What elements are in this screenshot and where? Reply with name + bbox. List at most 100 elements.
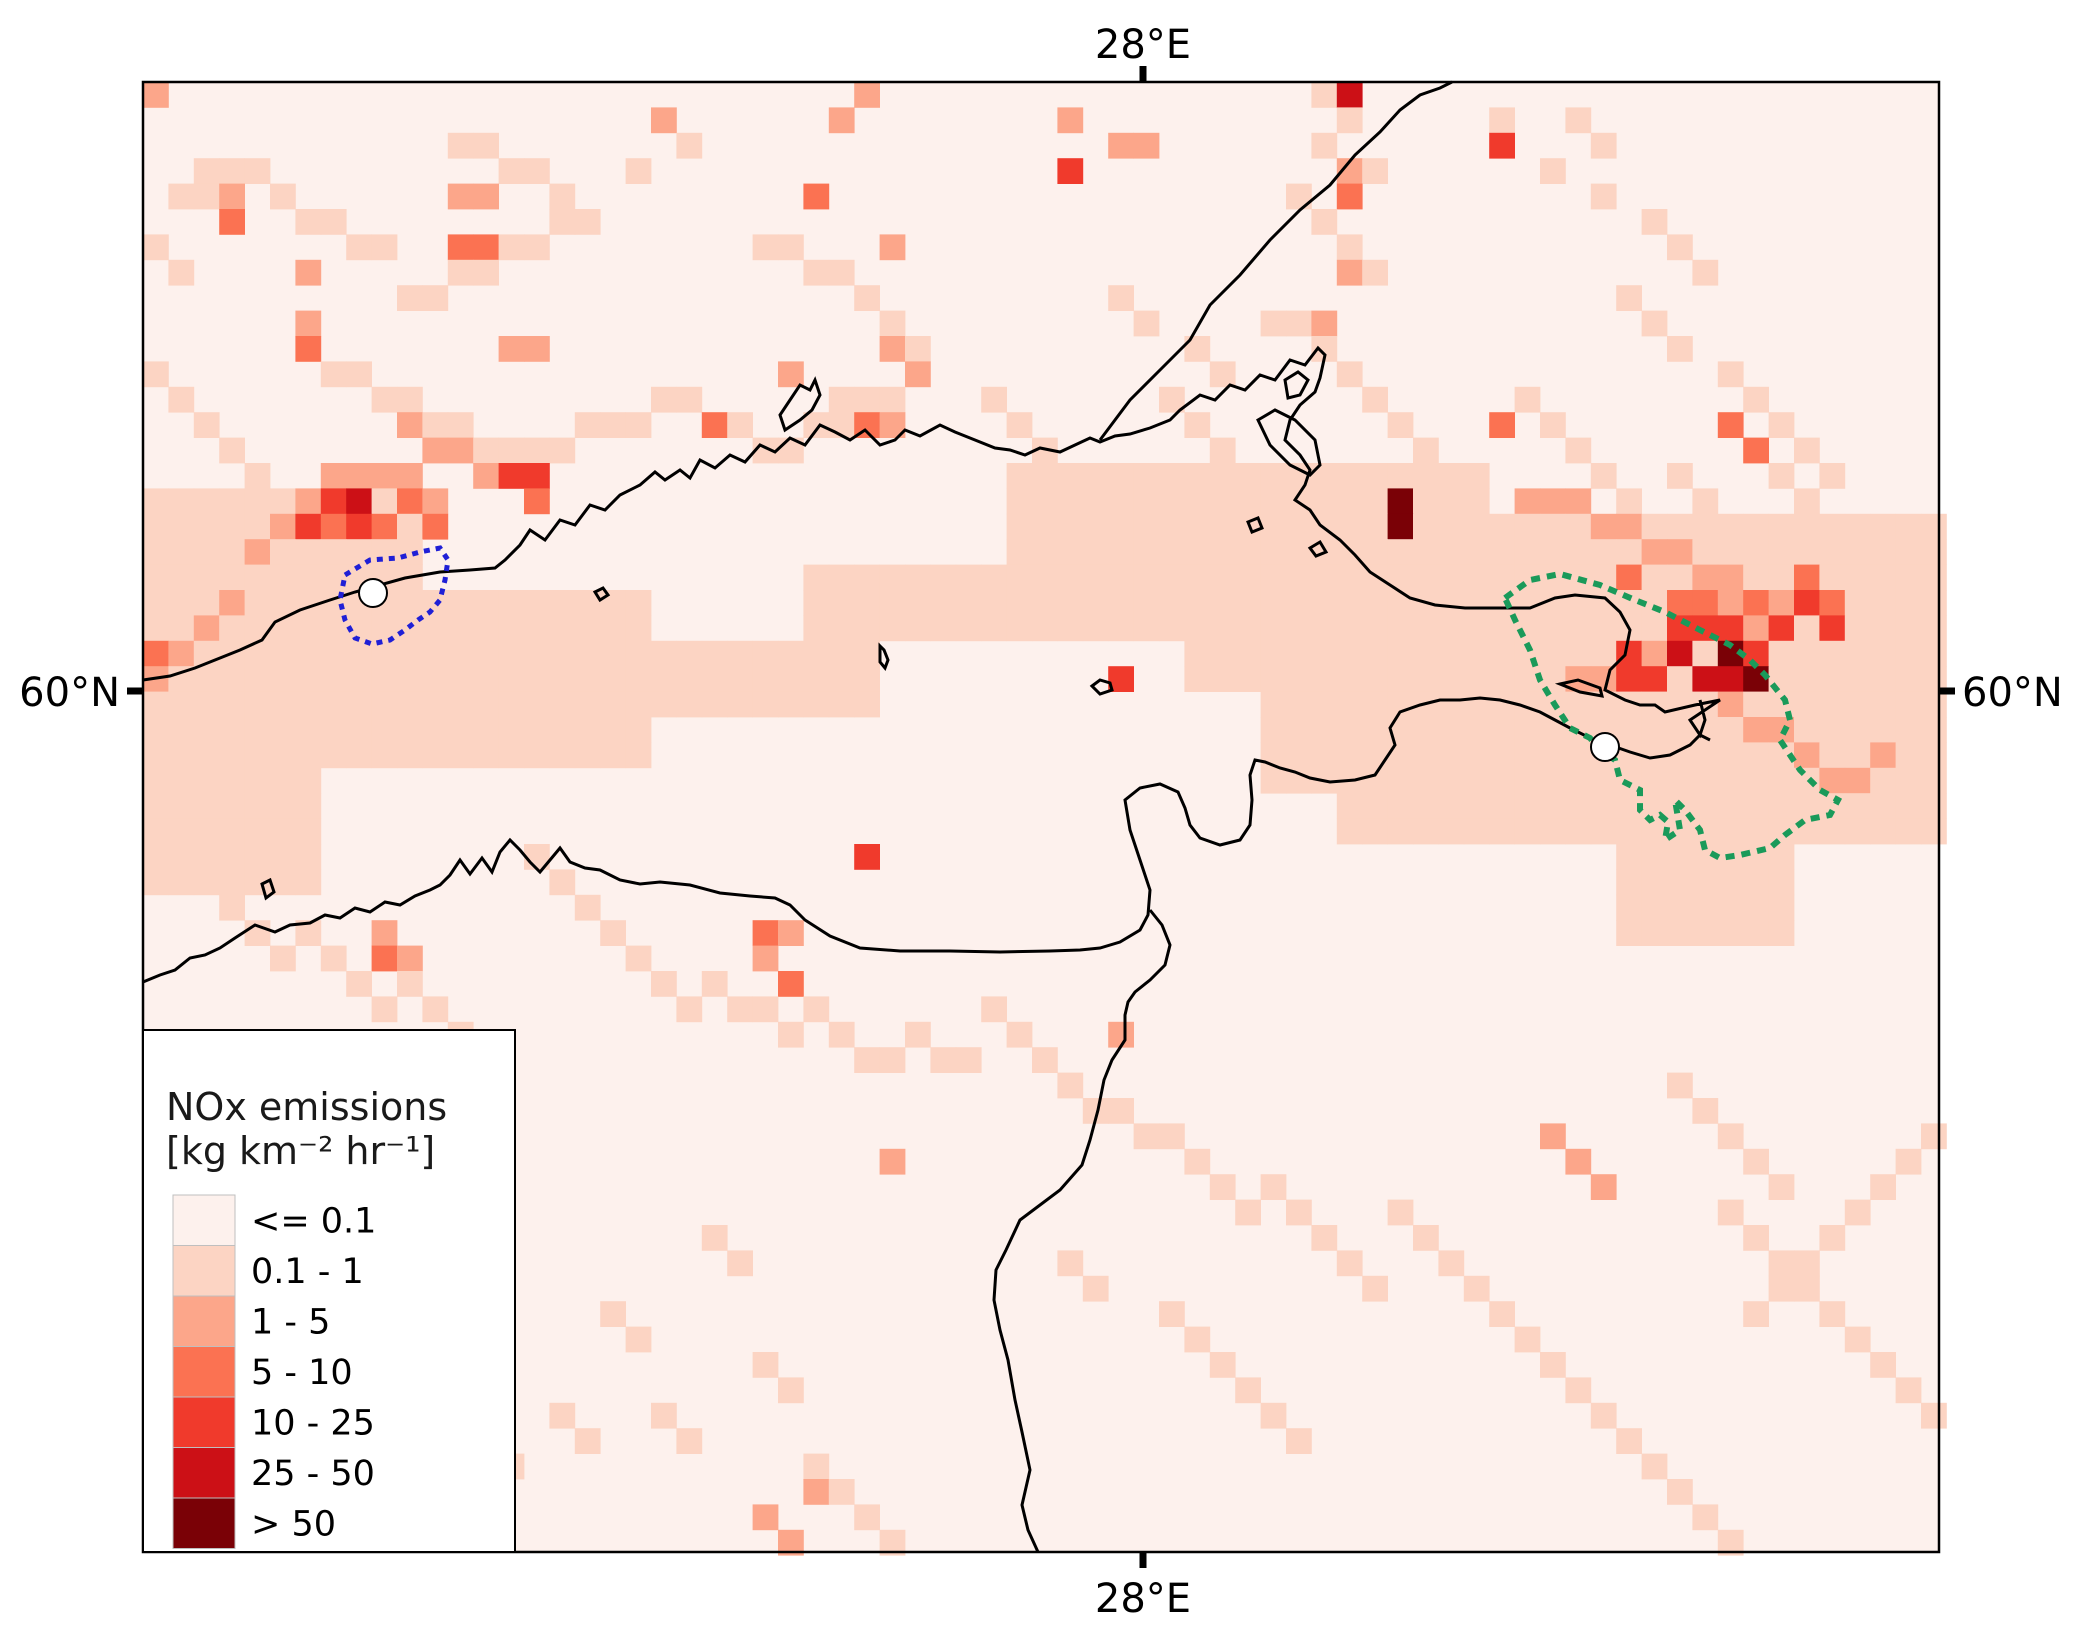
emission-cell <box>1336 513 1363 540</box>
emission-cell <box>1768 793 1795 819</box>
emission-cell <box>828 590 855 616</box>
emission-cell <box>143 717 169 743</box>
emission-cell <box>270 183 296 210</box>
emission-cell <box>625 691 652 718</box>
legend-swatch <box>172 1346 236 1398</box>
emission-cell <box>168 386 195 413</box>
emission-cell <box>143 513 169 540</box>
emission-cell <box>1438 691 1465 718</box>
island-6 <box>592 586 611 603</box>
emission-cell <box>1921 564 1947 591</box>
emission-cell <box>320 513 347 540</box>
emission-cell <box>1667 615 1693 642</box>
emission-cell <box>1489 1301 1515 1327</box>
emission-cell <box>625 412 652 438</box>
emission-cell <box>1794 717 1820 743</box>
emission-cell <box>1184 488 1211 515</box>
emission-cell <box>1870 717 1896 743</box>
emission-cell <box>1082 539 1109 565</box>
emission-cell <box>422 996 449 1023</box>
emission-cell <box>600 717 626 743</box>
emission-cell <box>1184 1326 1211 1353</box>
emission-cell <box>320 564 347 591</box>
emission-cell <box>270 793 296 819</box>
st-petersburg-marker <box>1590 732 1620 762</box>
emission-cell <box>193 513 220 540</box>
emission-cell <box>1463 488 1490 515</box>
emission-cell <box>676 386 703 413</box>
emission-cell <box>828 1479 855 1505</box>
emission-cell <box>1540 1123 1566 1150</box>
emission-cell <box>346 488 372 515</box>
emission-cell <box>828 386 855 413</box>
emission-cell <box>1463 564 1490 591</box>
emission-cell <box>625 945 652 972</box>
emission-cell <box>219 564 245 591</box>
emission-cell <box>1311 1225 1338 1251</box>
legend-swatch <box>172 1396 236 1448</box>
emission-cell <box>498 437 525 464</box>
emission-cell <box>244 564 271 591</box>
emission-cell <box>1540 412 1566 438</box>
emission-cell <box>1717 412 1744 438</box>
emission-cell <box>219 742 245 769</box>
emission-cell <box>1514 1326 1541 1353</box>
emission-cell <box>524 590 550 616</box>
emission-cell <box>905 564 931 591</box>
emission-cell <box>1692 1098 1719 1124</box>
emission-cell <box>1870 640 1896 667</box>
emission-cell <box>1387 539 1414 565</box>
emission-cell <box>219 818 245 845</box>
emission-cell <box>219 513 245 540</box>
emission-cell <box>447 640 474 667</box>
emission-cell <box>676 996 703 1023</box>
emission-cell <box>498 717 525 743</box>
emission-cell <box>1692 920 1719 946</box>
emission-cell <box>1311 209 1338 235</box>
emission-cell <box>1057 590 1084 616</box>
emission-cell <box>524 488 550 515</box>
emission-cell <box>1286 564 1312 591</box>
emission-cell <box>1286 590 1312 616</box>
island-5 <box>878 642 890 671</box>
legend-swatch <box>172 1245 236 1297</box>
emission-cell <box>270 691 296 718</box>
emission-cell <box>1794 513 1820 540</box>
emission-cell <box>1819 564 1846 591</box>
emission-cell <box>752 996 779 1023</box>
emission-cell <box>244 463 271 489</box>
emission-cell <box>1438 793 1465 819</box>
emission-cell <box>1387 615 1414 642</box>
emission-cell <box>1616 818 1642 845</box>
emission-cell <box>1336 1250 1363 1277</box>
emission-cell <box>498 590 525 616</box>
helsinki-marker <box>358 578 388 608</box>
emission-cell <box>1006 412 1033 438</box>
emission-cell <box>168 539 195 565</box>
emission-cell <box>1794 742 1820 769</box>
emission-cell <box>1006 513 1033 540</box>
emission-cell <box>1463 640 1490 667</box>
emission-cell <box>1743 615 1769 642</box>
emission-cell <box>1641 666 1668 692</box>
emission-cell <box>1184 539 1211 565</box>
emission-cell <box>1590 818 1617 845</box>
emission-cell <box>1641 920 1668 946</box>
emission-cell <box>1717 666 1744 692</box>
emission-cell <box>803 996 830 1023</box>
emission-cell <box>422 412 449 438</box>
emission-cell <box>1590 513 1617 540</box>
emission-cell <box>1260 539 1287 565</box>
emission-cell <box>1489 107 1515 134</box>
emission-cell <box>1133 488 1160 515</box>
emission-cell <box>930 615 957 642</box>
legend-title-line1: NOx emissions <box>166 1085 447 1129</box>
emission-cell <box>727 412 753 438</box>
emission-cell <box>193 844 220 870</box>
emission-cell <box>295 336 322 362</box>
emission-cell <box>1133 132 1160 159</box>
emission-cell <box>1717 818 1744 845</box>
emission-cell <box>1209 615 1236 642</box>
emission-cell <box>752 691 779 718</box>
emission-cell <box>625 640 652 667</box>
